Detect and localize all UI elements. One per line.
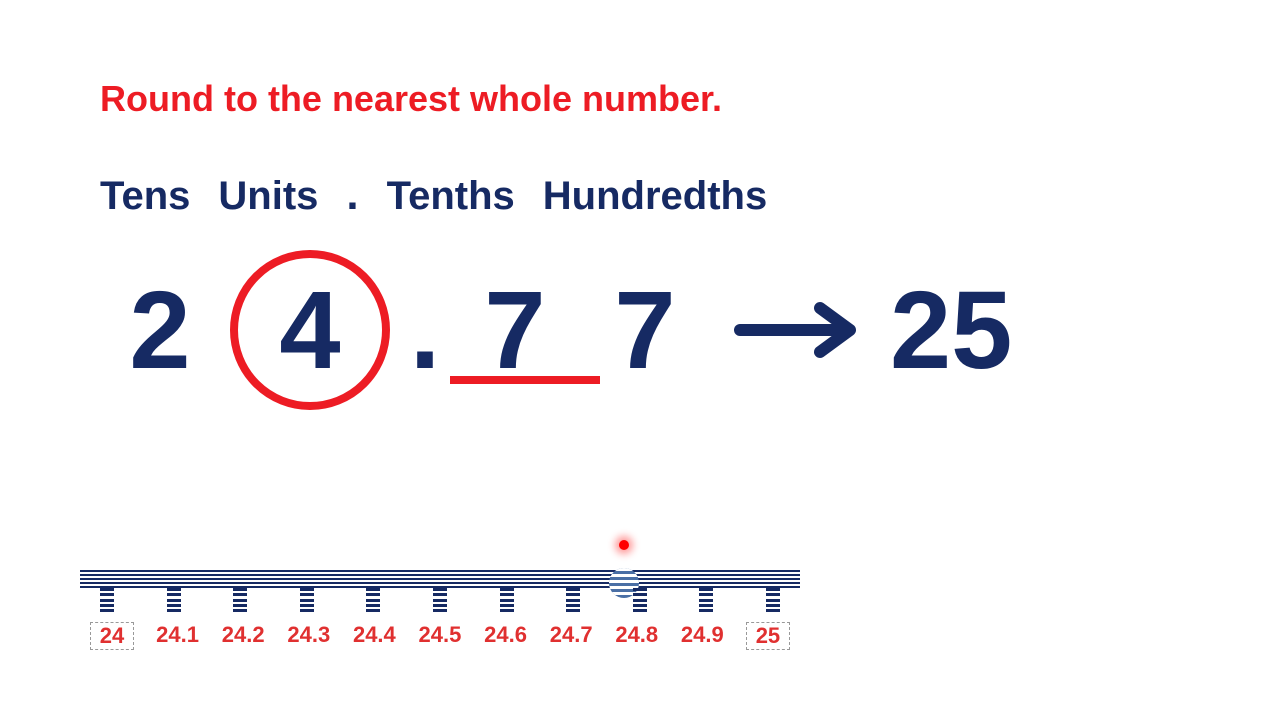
number-line-rail bbox=[80, 578, 800, 580]
number-line: 2424.124.224.324.424.524.624.724.824.925 bbox=[80, 570, 800, 588]
number-line-tick bbox=[699, 588, 713, 612]
digit-tenths-underlined: 7 bbox=[460, 267, 570, 394]
number-line-rail bbox=[80, 570, 800, 572]
digits-row: 2 4 . 7 7 25 bbox=[100, 250, 1012, 410]
number-line-label: 24.3 bbox=[287, 622, 331, 650]
number-line-label: 24 bbox=[90, 622, 134, 650]
number-line-tick bbox=[233, 588, 247, 612]
number-line-rail bbox=[80, 574, 800, 576]
number-line-label: 24.5 bbox=[418, 622, 462, 650]
arrow-icon bbox=[730, 290, 870, 370]
number-line-tick bbox=[366, 588, 380, 612]
number-line-labels: 24 24.1 24.2 24.3 24.4 24.5 24.6 24.7 24.8 24.9 25 bbox=[90, 622, 790, 650]
number-line-tick bbox=[433, 588, 447, 612]
number-line-label: 24.1 bbox=[156, 622, 200, 650]
number-line-label: 24.4 bbox=[352, 622, 396, 650]
number-line-track bbox=[80, 570, 800, 588]
number-line-label: 24.9 bbox=[680, 622, 724, 650]
number-line-label: 24.6 bbox=[484, 622, 528, 650]
number-line-tick bbox=[766, 588, 780, 612]
number-line-tick bbox=[566, 588, 580, 612]
number-line-tick bbox=[167, 588, 181, 612]
number-line-rail bbox=[80, 582, 800, 584]
header-tens: Tens bbox=[100, 174, 190, 219]
place-value-headers: Tens Units . Tenths Hundredths bbox=[100, 170, 767, 220]
digit-hundredths: 7 bbox=[580, 267, 710, 394]
number-line-label: 25 bbox=[746, 622, 790, 650]
instruction-title: Round to the nearest whole number. bbox=[100, 78, 722, 120]
header-tenths: Tenths bbox=[387, 174, 515, 219]
number-line-tick bbox=[633, 588, 647, 612]
result-value: 25 bbox=[890, 267, 1012, 394]
digit-tens: 2 bbox=[100, 267, 220, 394]
number-line-tick bbox=[300, 588, 314, 612]
number-line-tick bbox=[100, 588, 114, 612]
number-line-ticks bbox=[100, 588, 780, 612]
number-line-label: 24.7 bbox=[549, 622, 593, 650]
digit-decimal-point: . bbox=[400, 267, 450, 394]
header-hundredths: Hundredths bbox=[543, 174, 767, 219]
header-decimal-point: . bbox=[346, 170, 358, 220]
number-line-label: 24.2 bbox=[221, 622, 265, 650]
header-units: Units bbox=[218, 174, 318, 219]
number-line-label: 24.8 bbox=[615, 622, 659, 650]
number-line-tick bbox=[500, 588, 514, 612]
pointer-dot-icon bbox=[619, 540, 629, 550]
digit-units-circled: 4 bbox=[230, 250, 390, 410]
